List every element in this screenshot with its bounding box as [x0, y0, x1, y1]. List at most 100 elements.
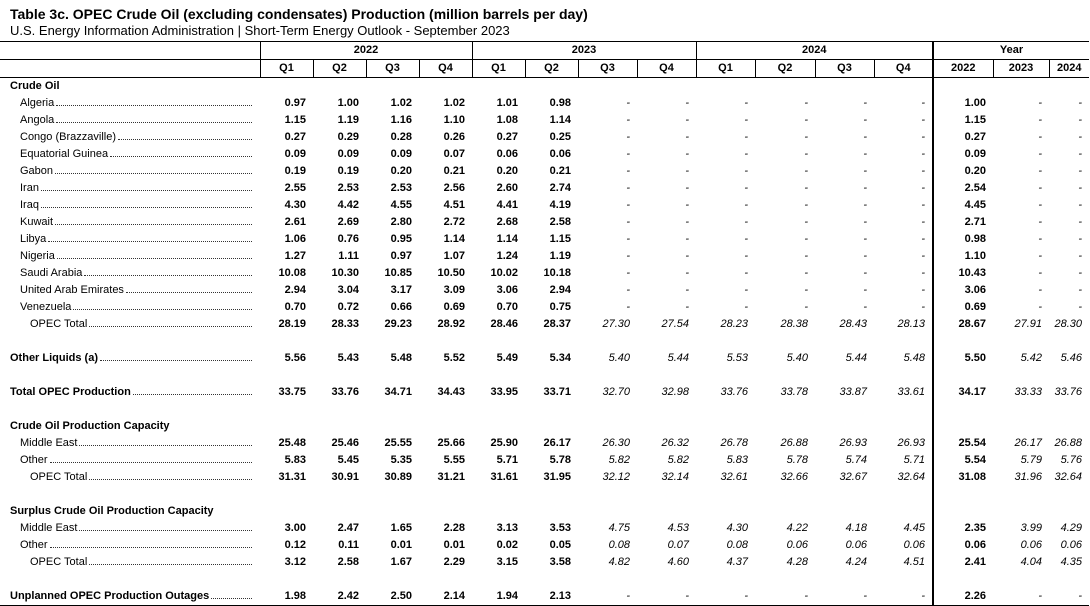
data-table: 2022 2023 2024 Year Q1 Q2 Q3 Q4 Q1 Q2 Q3 Q4 Q1 Q2 Q3 Q4…	[0, 41, 1089, 606]
group-header: Year	[932, 41, 1089, 60]
label-text: Nigeria	[20, 250, 55, 262]
row-label: Iraq	[0, 197, 260, 214]
value-cell: -	[1038, 199, 1042, 211]
cell	[755, 503, 815, 520]
row-label: Venezuela	[0, 299, 260, 316]
leader	[73, 299, 252, 310]
cell	[637, 333, 696, 350]
cell	[0, 367, 260, 384]
row-label: Other Liquids (a)	[0, 350, 260, 367]
value-cell: -	[1038, 148, 1042, 160]
row-label: OPEC Total	[0, 554, 260, 571]
value-cell: -	[744, 97, 748, 109]
group-header: 2022	[259, 41, 472, 60]
value-cell: 4.51	[903, 556, 925, 568]
value-cell: 5.74	[845, 454, 867, 466]
spacer-row	[0, 367, 1089, 384]
value-cell: 5.76	[1060, 454, 1082, 466]
value-cell: 33.95	[490, 386, 518, 398]
data-row: Gabon 0.19 0.19 0.20 0.21 0.20 0.21- - - - - -0.20-…	[0, 163, 1089, 180]
cell	[993, 503, 1049, 520]
value-cell: 32.12	[602, 471, 630, 483]
value-cell: 2.58	[549, 216, 571, 228]
value-cell: 2.14	[419, 588, 472, 606]
value-cell: 4.60	[667, 556, 689, 568]
value-cell: 0.29	[337, 131, 359, 143]
section-heading-row: Crude Oil Production Capacity	[0, 418, 1089, 435]
value-cell: -	[1078, 148, 1082, 160]
cell	[1049, 486, 1089, 503]
value-cell: -	[1038, 284, 1042, 296]
value-cell: -	[1078, 199, 1082, 211]
label-text: Unplanned OPEC Production Outages	[10, 590, 210, 602]
value-cell: -	[921, 148, 925, 160]
value-cell: -	[804, 165, 808, 177]
label-text: Other	[20, 539, 48, 551]
value-cell: 34.43	[437, 386, 465, 398]
value-cell: 32.70	[602, 386, 630, 398]
cell	[260, 78, 313, 96]
value-cell: -	[863, 165, 867, 177]
value-cell: 2.35	[932, 520, 993, 537]
value-cell: 25.55	[384, 437, 412, 449]
cell	[993, 571, 1049, 588]
value-cell: 0.06	[903, 539, 925, 551]
value-cell: -	[804, 182, 808, 194]
value-cell: 2.71	[932, 214, 993, 231]
value-cell: 26.30	[602, 437, 630, 449]
value-cell: 0.70	[496, 301, 518, 313]
value-cell: 31.96	[1014, 471, 1042, 483]
cell	[815, 571, 874, 588]
value-cell: 28.43	[839, 318, 867, 330]
leader	[79, 435, 252, 446]
value-cell: -	[626, 216, 630, 228]
value-cell: 1.14	[443, 233, 465, 245]
cell	[874, 78, 933, 96]
cell	[637, 486, 696, 503]
leader	[211, 588, 252, 599]
value-cell: -	[921, 250, 925, 262]
value-cell: 5.82	[667, 454, 689, 466]
value-cell: 0.28	[390, 131, 412, 143]
value-cell: 5.54	[932, 452, 993, 469]
row-label-cell: OPEC Total	[0, 554, 260, 571]
row-label-cell: Other Liquids (a)	[0, 350, 260, 367]
value-cell: 4.82	[608, 556, 630, 568]
value-cell: 0.02	[496, 539, 518, 551]
label-text: Other Liquids (a)	[10, 352, 98, 364]
cell	[637, 401, 696, 418]
value-cell: 5.40	[608, 352, 630, 364]
value-cell: -	[685, 250, 689, 262]
value-cell: -	[1038, 165, 1042, 177]
column-header: Q2	[312, 59, 366, 78]
value-cell: -	[637, 588, 696, 606]
row-label: Angola	[0, 112, 260, 129]
row-label: Kuwait	[0, 214, 260, 231]
row-label: Libya	[0, 231, 260, 248]
cell	[1049, 503, 1089, 520]
value-cell: -	[921, 267, 925, 279]
cell	[472, 401, 525, 418]
value-cell: 32.64	[1054, 471, 1082, 483]
value-cell: -	[1078, 233, 1082, 245]
leader	[56, 95, 252, 106]
data-row: Iraq 4.30 4.42 4.55 4.51 4.41 4.19- - - - - -4.45- -	[0, 197, 1089, 214]
value-cell: 5.56	[284, 352, 306, 364]
value-cell: -	[804, 233, 808, 245]
value-cell: 1.02	[390, 97, 412, 109]
subtitle: U.S. Energy Information Administration |…	[10, 23, 510, 38]
value-cell: 32.98	[661, 386, 689, 398]
cell	[525, 486, 578, 503]
label-text: Kuwait	[20, 216, 54, 228]
value-cell: -	[626, 250, 630, 262]
value-cell: -	[685, 97, 689, 109]
value-cell: 2.50	[366, 588, 419, 606]
value-cell: 2.53	[337, 182, 359, 194]
cell	[696, 418, 755, 435]
value-cell: 3.13	[496, 522, 518, 534]
value-cell: 4.30	[284, 199, 306, 211]
column-header: 2022	[932, 59, 993, 78]
data-row: Equatorial Guinea 0.09 0.09 0.09 0.07 0.06 0.0…	[0, 146, 1089, 163]
value-cell: -	[626, 199, 630, 211]
value-cell: 1.14	[496, 233, 518, 245]
